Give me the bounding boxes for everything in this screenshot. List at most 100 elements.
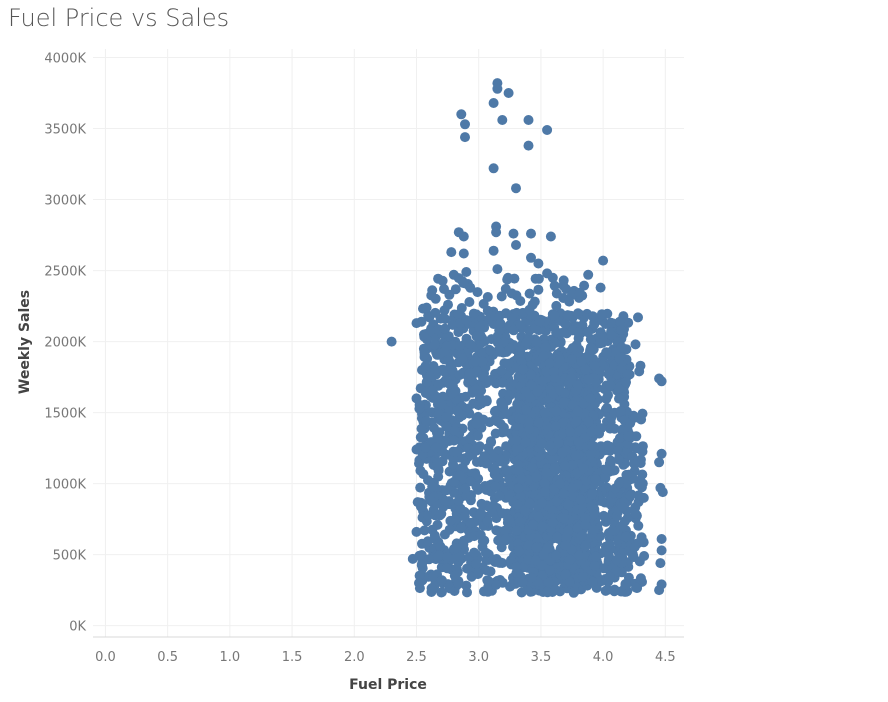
scatter-point — [513, 483, 524, 494]
scatter-point — [454, 470, 465, 481]
scatter-point — [526, 252, 536, 263]
scatter-point — [500, 534, 511, 544]
scatter-point — [464, 368, 475, 379]
scatter-point — [497, 377, 508, 388]
scatter-point — [598, 255, 609, 266]
chart-title: Fuel Price vs Sales — [8, 4, 230, 32]
scatter-point — [630, 339, 641, 350]
scatter-point — [531, 542, 542, 553]
scatter-point — [544, 358, 555, 369]
scatter-point — [496, 291, 507, 302]
scatter-point — [512, 399, 523, 410]
scatter-point — [523, 140, 534, 151]
scatter-point — [436, 575, 447, 586]
y-tick-label: 2500K — [44, 265, 86, 280]
points-layer — [386, 78, 668, 598]
scatter-point — [488, 163, 499, 174]
scatter-point — [585, 393, 596, 404]
scatter-point — [549, 280, 560, 291]
scatter-point — [569, 586, 580, 597]
scatter-point — [425, 495, 436, 506]
scatter-point — [411, 526, 422, 537]
scatter-point — [526, 369, 536, 380]
scatter-point — [587, 441, 598, 451]
scatter-point — [441, 412, 451, 423]
scatter-point — [545, 565, 555, 576]
scatter-point — [656, 376, 667, 387]
scatter-point — [583, 269, 594, 280]
scatter-point — [559, 460, 570, 471]
scatter-point — [418, 469, 429, 480]
scatter-point — [606, 330, 617, 341]
scatter-point — [492, 83, 503, 94]
scatter-point — [416, 423, 427, 434]
scatter-point — [545, 231, 556, 242]
scatter-point — [419, 525, 430, 536]
scatter-point — [428, 422, 439, 433]
scatter-point — [485, 345, 496, 356]
scatter-point — [511, 443, 522, 454]
scatter-point — [441, 421, 452, 432]
scatter-point — [563, 525, 573, 536]
x-tick-label: 3.0 — [468, 650, 489, 665]
scatter-point — [515, 320, 526, 331]
scatter-point — [619, 516, 630, 527]
scatter-point — [419, 329, 429, 340]
scatter-point — [416, 316, 427, 327]
scatter-point — [656, 534, 667, 544]
scatter-point — [551, 406, 562, 417]
scatter-point — [552, 532, 563, 543]
y-tick-label: 0K — [69, 620, 86, 635]
scatter-point — [611, 554, 622, 565]
scatter-point — [542, 543, 553, 554]
scatter-point — [553, 437, 564, 448]
scatter-point — [529, 296, 540, 307]
scatter-point — [468, 308, 479, 319]
scatter-point — [449, 476, 459, 487]
scatter-point — [551, 300, 562, 311]
scatter-point — [572, 380, 583, 391]
scatter-point — [462, 587, 472, 598]
scatter-point — [411, 393, 422, 404]
scatter-point — [598, 510, 609, 521]
scatter-point — [475, 510, 486, 520]
scatter-point — [434, 550, 445, 561]
scatter-point — [460, 132, 470, 143]
scatter-point — [631, 582, 641, 593]
scatter-point — [572, 327, 583, 338]
scatter-point — [564, 296, 575, 307]
scatter-point — [491, 525, 502, 536]
scatter-point — [437, 275, 448, 286]
scatter-point — [518, 364, 528, 375]
scatter-point — [471, 331, 482, 342]
scatter-point — [602, 465, 612, 476]
scatter-point — [454, 341, 465, 351]
scatter-point — [421, 302, 432, 313]
scatter-point — [473, 430, 483, 441]
x-tick-label: 2.0 — [344, 650, 365, 665]
scatter-point — [542, 125, 553, 135]
scatter-point — [412, 497, 423, 508]
y-tick-label: 3000K — [44, 194, 86, 209]
scatter-point — [458, 248, 469, 259]
x-tick-label: 1.0 — [220, 650, 241, 665]
scatter-point — [435, 509, 446, 520]
scatter-point — [601, 393, 612, 404]
scatter-point — [424, 371, 435, 382]
scatter-point — [427, 481, 438, 492]
scatter-point — [585, 448, 596, 459]
scatter-point — [531, 337, 542, 348]
scatter-point — [533, 417, 544, 428]
scatter-point — [422, 510, 433, 521]
scatter-point — [458, 539, 469, 550]
scatter-point — [498, 402, 509, 413]
scatter-point — [602, 440, 613, 451]
scatter-point — [490, 428, 501, 439]
scatter-point — [465, 433, 475, 444]
scatter-point — [416, 560, 427, 571]
scatter-point — [567, 354, 577, 365]
scatter-point — [464, 297, 475, 307]
y-tick-label: 2000K — [44, 336, 86, 351]
scatter-point — [441, 341, 452, 352]
scatter-point — [549, 463, 560, 473]
